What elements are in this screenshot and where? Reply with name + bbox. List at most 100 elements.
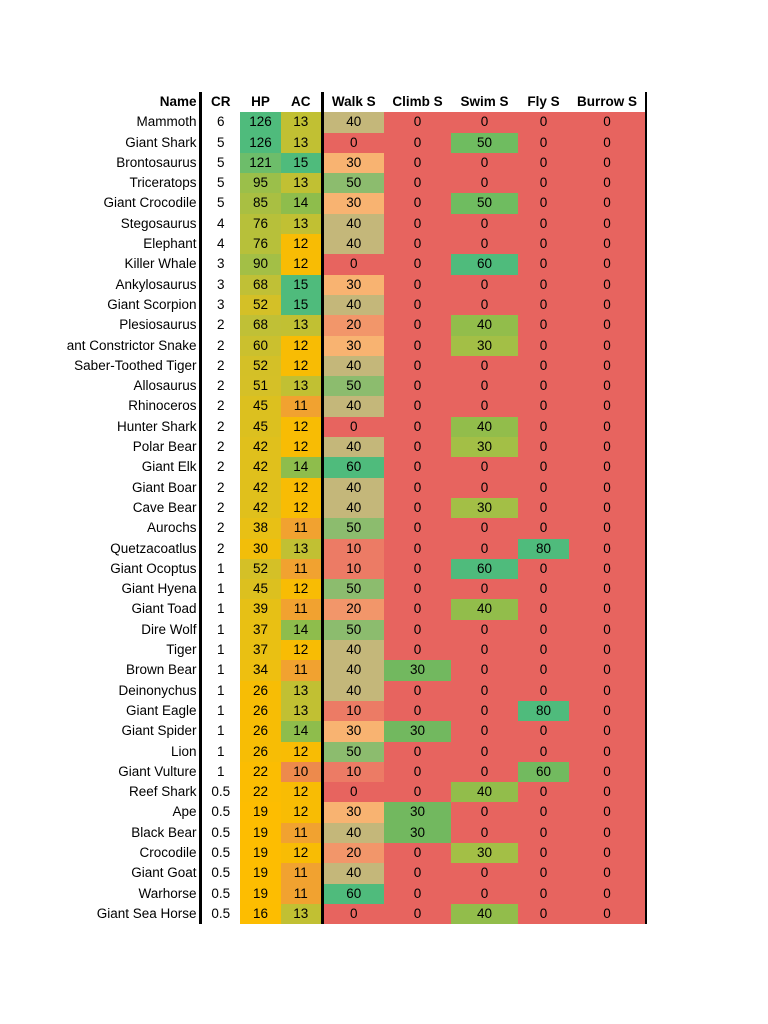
- cell-fly[interactable]: 0: [518, 842, 569, 864]
- cell-swim[interactable]: 0: [451, 700, 518, 722]
- cell-swim[interactable]: 40: [451, 782, 518, 803]
- header-ac[interactable]: AC: [291, 94, 311, 109]
- cell-walk[interactable]: 20: [320, 842, 384, 864]
- cell-cr[interactable]: 1: [198, 660, 240, 681]
- cell-name[interactable]: Allosaurus: [133, 378, 197, 394]
- cell-fly[interactable]: 0: [518, 721, 569, 742]
- cell-climb[interactable]: 0: [384, 173, 451, 194]
- cell-fly[interactable]: 0: [518, 376, 569, 397]
- cell-fly[interactable]: 0: [518, 477, 569, 498]
- cell-swim[interactable]: 0: [451, 619, 518, 641]
- cell-ac[interactable]: 14: [281, 619, 322, 641]
- cell-hp[interactable]: 42: [240, 457, 281, 478]
- cell-cr[interactable]: 5: [198, 173, 240, 194]
- cell-climb[interactable]: 0: [384, 355, 451, 377]
- cell-cr[interactable]: 4: [198, 234, 240, 255]
- cell-walk[interactable]: 20: [320, 599, 384, 620]
- cell-walk[interactable]: 50: [320, 619, 384, 641]
- cell-fly[interactable]: 0: [518, 396, 569, 417]
- cell-burrow[interactable]: 0: [569, 152, 647, 174]
- cell-cr[interactable]: 1: [198, 700, 240, 722]
- cell-fly[interactable]: 0: [518, 152, 569, 174]
- cell-hp[interactable]: 22: [240, 761, 281, 783]
- cell-fly[interactable]: 0: [518, 863, 569, 884]
- cell-cr[interactable]: 2: [198, 335, 240, 356]
- cell-name[interactable]: Giant Hyena: [121, 581, 197, 597]
- cell-walk[interactable]: 10: [320, 700, 384, 722]
- cell-hp[interactable]: 22: [240, 782, 281, 803]
- cell-cr[interactable]: 1: [198, 640, 240, 661]
- cell-climb[interactable]: 0: [384, 152, 451, 174]
- cell-fly[interactable]: 0: [518, 254, 569, 275]
- cell-walk[interactable]: 60: [320, 883, 384, 904]
- cell-burrow[interactable]: 0: [569, 842, 647, 864]
- cell-hp[interactable]: 121: [240, 152, 281, 174]
- cell-name[interactable]: Aurochs: [146, 520, 197, 536]
- cell-cr[interactable]: 2: [198, 355, 240, 377]
- cell-fly[interactable]: 0: [518, 518, 569, 539]
- cell-name[interactable]: Brontosaurus: [116, 154, 197, 170]
- cell-name[interactable]: Stegosaurus: [120, 215, 197, 231]
- cell-fly[interactable]: 0: [518, 315, 569, 336]
- cell-climb[interactable]: 0: [384, 376, 451, 397]
- cell-ac[interactable]: 13: [281, 538, 322, 559]
- cell-walk[interactable]: 30: [320, 152, 384, 174]
- cell-climb[interactable]: 0: [384, 416, 451, 438]
- cell-burrow[interactable]: 0: [569, 741, 647, 762]
- cell-walk[interactable]: 10: [320, 558, 384, 580]
- cell-swim[interactable]: 0: [451, 660, 518, 681]
- cell-walk[interactable]: 40: [320, 497, 384, 519]
- cell-walk[interactable]: 10: [320, 538, 384, 559]
- cell-hp[interactable]: 68: [240, 315, 281, 336]
- cell-swim[interactable]: 0: [451, 213, 518, 235]
- cell-cr[interactable]: 5: [198, 152, 240, 174]
- cell-cr[interactable]: 0.5: [198, 842, 240, 864]
- cell-name[interactable]: Giant Elk: [141, 459, 197, 475]
- cell-burrow[interactable]: 0: [569, 782, 647, 803]
- cell-walk[interactable]: 50: [320, 173, 384, 194]
- cell-name[interactable]: Crocodile: [139, 844, 197, 860]
- cell-ac[interactable]: 12: [281, 497, 322, 519]
- cell-cr[interactable]: 0.5: [198, 822, 240, 843]
- cell-name[interactable]: Mammoth: [136, 114, 197, 130]
- cell-name[interactable]: Triceratops: [129, 175, 197, 191]
- cell-fly[interactable]: 60: [518, 761, 569, 783]
- cell-name[interactable]: Polar Bear: [132, 439, 197, 455]
- cell-burrow[interactable]: 0: [569, 497, 647, 519]
- cell-cr[interactable]: 2: [198, 315, 240, 336]
- cell-name[interactable]: Giant Spider: [121, 723, 197, 739]
- cell-fly[interactable]: 0: [518, 903, 569, 925]
- cell-cr[interactable]: 5: [198, 132, 240, 153]
- cell-walk[interactable]: 50: [320, 376, 384, 397]
- cell-hp[interactable]: 16: [240, 903, 281, 925]
- cell-walk[interactable]: 40: [320, 355, 384, 377]
- header-name[interactable]: Name: [159, 94, 197, 109]
- cell-cr[interactable]: 2: [198, 416, 240, 438]
- cell-swim[interactable]: 0: [451, 863, 518, 884]
- cell-name[interactable]: Giant Vulture: [118, 763, 197, 779]
- header-climb[interactable]: Climb S: [392, 94, 443, 109]
- cell-fly[interactable]: 0: [518, 822, 569, 843]
- cell-burrow[interactable]: 0: [569, 640, 647, 661]
- cell-burrow[interactable]: 0: [569, 883, 647, 904]
- cell-walk[interactable]: 20: [320, 315, 384, 336]
- cell-swim[interactable]: 0: [451, 680, 518, 701]
- cell-climb[interactable]: 0: [384, 396, 451, 417]
- cell-cr[interactable]: 1: [198, 579, 240, 600]
- cell-climb[interactable]: 0: [384, 193, 451, 214]
- cell-climb[interactable]: 0: [384, 477, 451, 498]
- cell-ac[interactable]: 11: [281, 396, 322, 417]
- cell-hp[interactable]: 38: [240, 518, 281, 539]
- cell-climb[interactable]: 0: [384, 863, 451, 884]
- cell-cr[interactable]: 0.5: [198, 863, 240, 884]
- cell-ac[interactable]: 12: [281, 640, 322, 661]
- cell-fly[interactable]: 0: [518, 132, 569, 153]
- cell-fly[interactable]: 0: [518, 416, 569, 438]
- cell-name[interactable]: Giant Boar: [131, 479, 197, 495]
- cell-ac[interactable]: 13: [281, 700, 322, 722]
- cell-ac[interactable]: 13: [281, 173, 322, 194]
- cell-fly[interactable]: 0: [518, 579, 569, 600]
- cell-climb[interactable]: 0: [384, 538, 451, 559]
- cell-ac[interactable]: 12: [281, 477, 322, 498]
- cell-cr[interactable]: 2: [198, 477, 240, 498]
